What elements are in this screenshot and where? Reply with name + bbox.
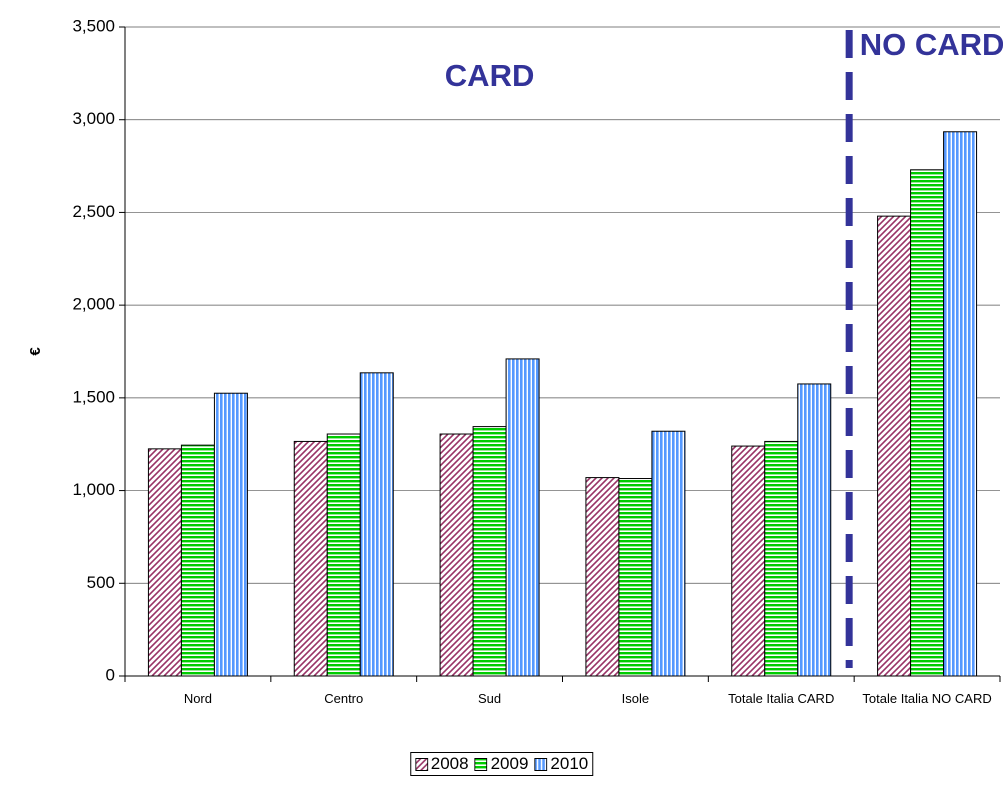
legend-label: 2009	[490, 754, 529, 773]
legend-label: 2008	[430, 754, 469, 773]
bar	[797, 383, 832, 677]
annotation: NO CARD	[859, 27, 1003, 62]
legend-item: 2009	[474, 754, 529, 774]
y-tick-label: 1,500	[72, 387, 115, 406]
bar	[943, 131, 978, 677]
legend-item: 2008	[414, 754, 469, 774]
legend-item: 2010	[534, 754, 588, 774]
y-tick-label: 3,500	[72, 16, 115, 35]
bar	[147, 448, 182, 677]
y-axis-label: €	[27, 347, 44, 356]
bar	[910, 169, 945, 677]
bar	[585, 477, 620, 677]
bar	[293, 440, 328, 677]
bar	[618, 478, 653, 677]
legend: 2008 2009 2010	[409, 752, 594, 776]
x-tick-label: Sud	[478, 691, 502, 706]
x-tick-label: Centro	[324, 691, 364, 706]
bar	[326, 433, 361, 677]
annotation: CARD	[444, 58, 535, 93]
bar	[877, 215, 912, 677]
x-tick-label: Totale Italia CARD	[728, 691, 835, 706]
x-tick-label: Isole	[621, 691, 650, 706]
legend-swatch	[534, 757, 548, 771]
y-tick-label: 500	[87, 573, 115, 592]
bar	[764, 440, 799, 677]
legend-swatch	[414, 757, 428, 771]
bar	[359, 372, 394, 677]
bar	[651, 430, 686, 677]
bar	[439, 433, 474, 677]
bar	[731, 445, 766, 677]
y-tick-label: 2,000	[72, 295, 115, 314]
bar	[213, 392, 248, 677]
legend-label: 2010	[550, 754, 589, 773]
bar	[180, 444, 215, 677]
y-tick-label: 2,500	[72, 202, 115, 221]
bar	[505, 358, 540, 677]
x-tick-label: Totale Italia NO CARD	[862, 691, 992, 706]
y-tick-label: 1,000	[72, 480, 115, 499]
x-tick-label: Nord	[183, 691, 212, 706]
bar	[472, 426, 507, 677]
y-tick-label: 3,000	[72, 109, 115, 128]
y-tick-label: 0	[106, 665, 115, 684]
legend-swatch	[474, 757, 488, 771]
